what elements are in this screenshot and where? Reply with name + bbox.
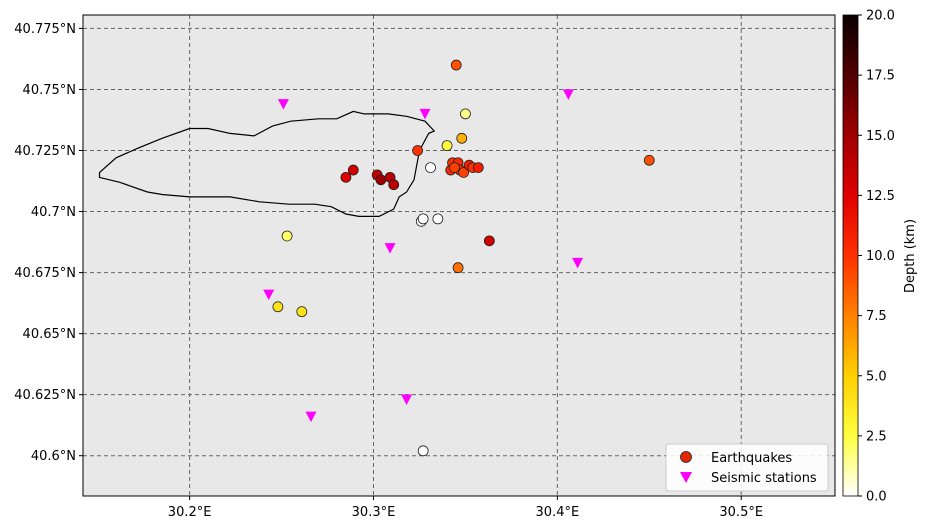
colorbar-tick-label: 20.0 [866,9,895,24]
lake-outline [98,110,436,217]
station-point [562,89,574,100]
earthquake-point [425,162,436,174]
colorbar-tick-label: 12.5 [866,189,895,204]
legend-station-marker [680,472,692,483]
x-axis-ticks: 30.2°E 30.3°E 30.4°E 30.5°E [168,496,763,520]
y-tick-label: 40.675°N [14,266,76,281]
earthquake-point [450,59,462,71]
station-point [384,243,396,254]
x-tick-label: 30.2°E [168,505,212,520]
colorbar-ticks: 0.0 2.5 5.0 7.5 10.0 12.5 15.0 17.5 20.0 [858,9,895,505]
earthquake-point [460,108,471,120]
x-tick-label: 30.5°E [719,505,763,520]
earthquake-markers [272,59,655,457]
earthquake-point [643,154,655,166]
legend: Earthquakes Seismic stations [665,443,829,492]
station-point [305,411,317,423]
colorbar-gradient [842,14,859,497]
legend-earthquake-marker [680,451,692,463]
station-point [572,257,584,269]
plot-frame [82,14,836,497]
earthquake-point [441,140,453,152]
colorbar: 0.0 2.5 5.0 7.5 10.0 12.5 15.0 17.5 20.0 Depth (… [842,9,918,505]
colorbar-label: Depth (km) [903,219,918,293]
earthquake-point [388,179,400,191]
x-tick-label: 30.3°E [352,505,396,520]
station-point [263,289,275,301]
colorbar-tick-label: 2.5 [866,429,887,444]
earthquake-point [472,162,484,174]
x-tick-label: 30.4°E [536,505,580,520]
station-point [277,99,289,110]
station-point [401,394,413,406]
earthquake-point [417,213,429,225]
y-tick-label: 40.6°N [31,449,76,464]
colorbar-tick-label: 0.0 [866,490,887,505]
colorbar-tick-label: 10.0 [866,249,895,264]
station-point [419,108,431,120]
y-tick-label: 40.7°N [31,205,76,220]
earthquake-point [417,445,429,457]
station-markers [263,89,584,423]
y-tick-label: 40.625°N [14,388,76,403]
earthquake-point [432,213,444,225]
legend-box [665,443,829,492]
legend-earthquakes-label: Earthquakes [711,451,792,466]
colorbar-tick-label: 5.0 [866,369,887,384]
map-background [83,15,835,496]
earthquake-point [281,230,293,242]
earthquake-point [449,162,460,174]
earthquake-point [483,235,495,247]
y-tick-label: 40.775°N [14,22,76,37]
earthquake-point [296,306,308,318]
earthquake-point [458,167,469,178]
earthquake-point [272,301,284,313]
y-axis-ticks: 40.6°N 40.625°N 40.65°N 40.675°N 40.7°N 40.72… [14,22,83,464]
earthquake-point [412,145,424,156]
earthquake-point [456,132,468,144]
y-tick-label: 40.725°N [14,144,76,159]
colorbar-tick-label: 7.5 [866,309,887,324]
colorbar-tick-label: 15.0 [866,129,895,144]
earthquake-point [375,174,387,186]
y-tick-label: 40.65°N [23,327,76,342]
legend-stations-label: Seismic stations [711,471,817,486]
earthquake-point [452,262,464,274]
earthquake-point [340,171,352,183]
y-tick-label: 40.75°N [23,83,76,98]
earthquake-point [347,164,359,176]
colorbar-tick-label: 17.5 [866,69,895,84]
